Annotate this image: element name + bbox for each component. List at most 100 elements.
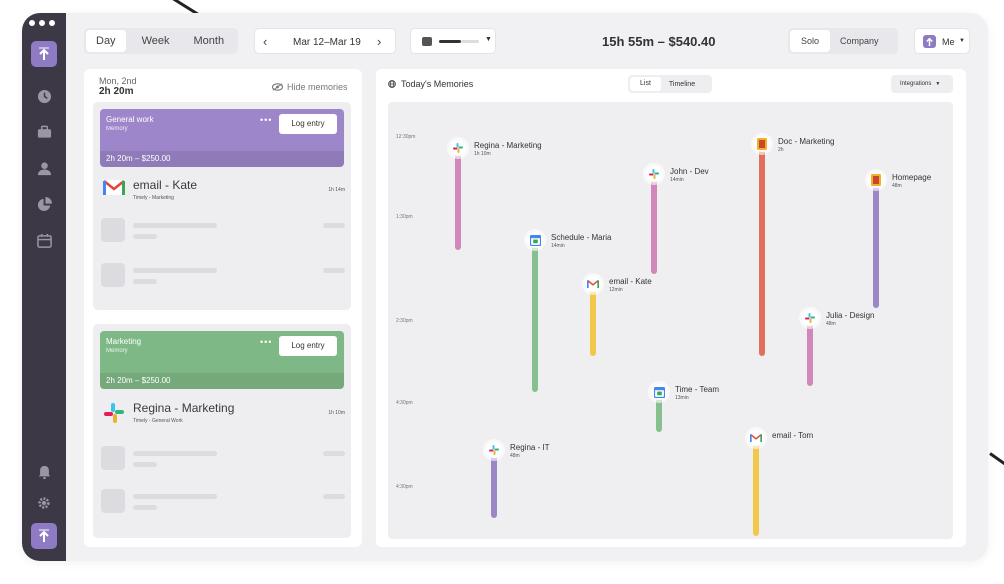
gmail-icon — [103, 179, 125, 201]
eye-off-icon — [272, 83, 283, 91]
timeline-canvas: 12:30pm 1:30pm 2:30pm 4:30pm 4:30pm Regi… — [388, 102, 953, 539]
event-duration-bar — [532, 244, 538, 392]
user-menu[interactable]: Me ▼ — [914, 28, 970, 54]
group-total: 2h 20m – $250.00 — [100, 151, 344, 167]
tab-timeline[interactable]: Timeline — [668, 80, 696, 88]
entry-title: email - Kate — [133, 178, 198, 192]
event-title: email - Kate — [609, 277, 652, 286]
tab-solo[interactable]: Solo — [790, 30, 831, 52]
progress-fill — [439, 40, 461, 43]
time-label: 4:30pm — [396, 400, 413, 406]
slack-icon — [450, 140, 466, 156]
chevron-down-icon: ▼ — [935, 81, 941, 87]
event-title: Regina - Marketing — [474, 141, 542, 150]
event-title: Regina - IT — [510, 443, 550, 452]
group-subtitle: Memory — [106, 126, 128, 132]
time-label: 4:30pm — [396, 484, 413, 490]
view-switcher: Day Week Month — [84, 28, 238, 54]
memory-entry[interactable]: email - Kate Timely - Marketing 1h 14m — [93, 175, 351, 215]
calendar-icon[interactable] — [35, 231, 53, 249]
event-duration: 2h — [778, 147, 784, 153]
bell-icon[interactable] — [35, 463, 53, 481]
app-logo-icon[interactable] — [31, 41, 57, 67]
tab-week[interactable]: Week — [141, 35, 170, 47]
folder-icon — [422, 37, 432, 46]
event-duration-bar — [651, 178, 657, 274]
globe-icon — [388, 80, 396, 88]
event-duration-bar — [753, 442, 759, 536]
gear-icon[interactable] — [35, 494, 53, 512]
window-controls[interactable] — [29, 20, 55, 26]
entry-duration: 1h 10m — [328, 410, 345, 416]
group-subtitle: Memory — [106, 348, 128, 354]
group-title: General work — [106, 115, 154, 124]
slack-icon — [802, 310, 818, 326]
time-label: 1:30pm — [396, 214, 413, 220]
tab-day[interactable]: Day — [86, 30, 126, 52]
decorative-line — [989, 452, 1004, 478]
integrations-dropdown[interactable]: Integrations ▼ — [891, 75, 953, 93]
event-duration-bar — [656, 396, 662, 432]
hide-memories-button[interactable]: Hide memories — [272, 82, 348, 92]
panel-title: Today's Memories — [401, 79, 474, 89]
clock-icon[interactable] — [35, 87, 53, 105]
day-panel: Mon, 2nd 2h 20m Hide memories General wo… — [84, 69, 362, 547]
entry-title: Regina - Marketing — [133, 401, 235, 415]
chevron-right-icon[interactable]: › — [377, 34, 382, 49]
slack-icon — [486, 442, 502, 458]
chevron-left-icon[interactable]: ‹ — [263, 34, 268, 49]
entry-subtitle: Timely - Marketing — [133, 195, 174, 201]
event-duration: 48m — [892, 183, 902, 189]
tab-list[interactable]: List — [630, 77, 661, 91]
gmail-icon — [585, 276, 601, 292]
entry-subtitle: Timely - General Work — [133, 418, 183, 424]
event-title: John - Dev — [670, 167, 709, 176]
tab-company[interactable]: Company — [840, 36, 879, 46]
memory-entry[interactable]: Regina - Marketing Timely - General Work… — [93, 398, 351, 438]
chevron-down-icon: ▼ — [485, 36, 492, 43]
placeholder-row — [93, 263, 351, 293]
event-duration: 14min — [551, 243, 565, 249]
entry-duration: 1h 14m — [328, 187, 345, 193]
event-title: email - Tom — [772, 431, 814, 440]
pie-chart-icon[interactable] — [35, 195, 53, 213]
event-duration: 1h 10m — [474, 151, 491, 157]
doc-icon — [868, 172, 884, 188]
event-title: Julia - Design — [826, 311, 875, 320]
event-duration-bar — [590, 288, 596, 356]
log-entry-button[interactable]: Log entry — [279, 336, 337, 356]
tab-month[interactable]: Month — [193, 35, 225, 47]
panel-header: Today's Memories — [388, 79, 473, 89]
memory-group-header[interactable]: Marketing Memory ••• Log entry 2h 20m – … — [100, 331, 344, 389]
calendar-icon — [527, 232, 543, 248]
event-title: Schedule - Maria — [551, 233, 612, 242]
app-logo-icon[interactable] — [31, 523, 57, 549]
briefcase-icon[interactable] — [35, 123, 53, 141]
more-options-icon[interactable]: ••• — [260, 337, 273, 347]
memories-panel: Today's Memories List Timeline Integrati… — [376, 69, 966, 547]
user-icon[interactable] — [35, 159, 53, 177]
slack-icon — [102, 401, 126, 430]
top-bar: Day Week Month ‹ Mar 12–Mar 19 › ▼ 15h 5… — [84, 28, 988, 56]
project-filter-dropdown[interactable]: ▼ — [410, 28, 496, 54]
event-duration: 48m — [826, 321, 836, 327]
log-entry-button[interactable]: Log entry — [279, 114, 337, 134]
placeholder-row — [93, 489, 351, 519]
more-options-icon[interactable]: ••• — [260, 115, 273, 125]
day-total: 2h 20m — [99, 86, 134, 97]
doc-icon — [754, 136, 770, 152]
group-title: Marketing — [106, 337, 142, 346]
date-range: Mar 12–Mar 19 — [293, 37, 361, 48]
event-title: Homepage — [892, 173, 932, 182]
time-label: 12:30pm — [396, 134, 416, 140]
group-total: 2h 20m – $250.00 — [100, 373, 344, 389]
event-duration-bar — [873, 184, 879, 308]
app-window: Day Week Month ‹ Mar 12–Mar 19 › ▼ 15h 5… — [22, 13, 988, 561]
event-title: Time - Team — [675, 385, 720, 394]
placeholder-row — [93, 446, 351, 476]
date-navigator: ‹ Mar 12–Mar 19 › — [254, 28, 396, 54]
chevron-down-icon: ▼ — [959, 38, 965, 44]
time-label: 2:30pm — [396, 318, 413, 324]
memory-group-header[interactable]: General work Memory ••• Log entry 2h 20m… — [100, 109, 344, 167]
total-time-earnings: 15h 55m – $540.40 — [602, 34, 716, 49]
